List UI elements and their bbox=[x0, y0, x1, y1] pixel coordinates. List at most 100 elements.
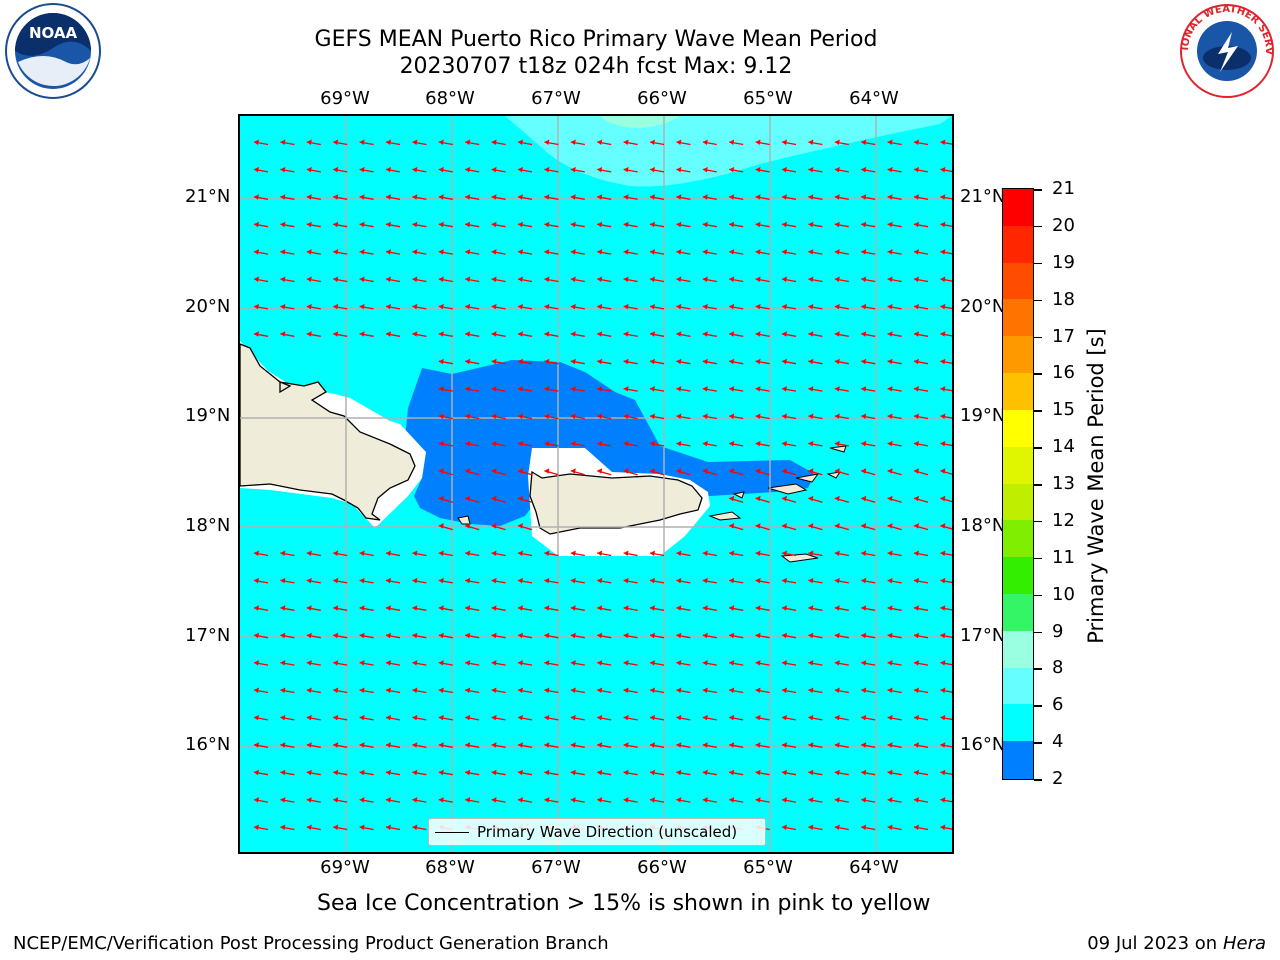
wave-direction-arrow bbox=[834, 495, 849, 503]
wave-direction-arrow bbox=[306, 550, 321, 557]
tortuga-island bbox=[279, 381, 292, 394]
wave-direction-arrow bbox=[333, 687, 348, 694]
wave-direction-arrow bbox=[385, 797, 401, 803]
colorbar-tick-label: 18 bbox=[1052, 288, 1075, 310]
wave-direction-arrow bbox=[438, 221, 453, 228]
wave-direction-arrow bbox=[781, 550, 797, 557]
wave-direction-arrow bbox=[306, 632, 321, 639]
wave-direction-arrow bbox=[491, 605, 506, 611]
wave-direction-arrow bbox=[412, 303, 427, 310]
wave-direction-arrow bbox=[438, 523, 453, 531]
wave-direction-arrow bbox=[465, 221, 480, 228]
wave-direction-arrow bbox=[834, 550, 849, 557]
colorbar-tick-mark bbox=[1034, 742, 1042, 744]
wave-direction-arrow bbox=[623, 221, 638, 228]
wave-direction-arrow bbox=[861, 824, 876, 831]
wave-direction-arrow bbox=[623, 577, 638, 584]
wave-direction-arrow bbox=[649, 714, 665, 721]
wave-direction-arrow bbox=[755, 331, 770, 337]
wave-direction-arrow bbox=[649, 303, 665, 310]
wave-direction-arrow bbox=[755, 386, 770, 392]
legend-line-swatch bbox=[435, 832, 469, 833]
wave-direction-arrow bbox=[465, 577, 480, 584]
wave-direction-arrow bbox=[861, 632, 876, 639]
wave-direction-arrow bbox=[333, 194, 348, 200]
wave-direction-arrow bbox=[808, 194, 823, 200]
lon-label-bottom-69w: 69°W bbox=[320, 857, 370, 878]
wave-direction-arrow bbox=[702, 769, 717, 776]
wave-direction-arrow bbox=[359, 139, 374, 146]
wave-direction-arrow bbox=[253, 331, 269, 337]
wave-direction-arrow bbox=[253, 714, 269, 721]
wave-direction-arrow bbox=[887, 660, 902, 666]
wave-direction-arrow bbox=[253, 660, 269, 666]
wave-direction-arrow bbox=[333, 249, 348, 255]
wave-direction-arrow bbox=[808, 577, 823, 584]
wave-direction-arrow bbox=[834, 276, 849, 283]
wave-direction-arrow bbox=[729, 632, 744, 639]
wave-direction-arrow bbox=[808, 276, 823, 283]
wave-direction-arrow bbox=[359, 249, 374, 255]
wave-direction-arrow bbox=[385, 687, 401, 694]
wave-direction-arrow bbox=[702, 577, 717, 584]
wave-direction-arrow bbox=[940, 495, 952, 503]
wave-direction-arrow bbox=[887, 742, 902, 748]
wave-direction-arrow bbox=[385, 824, 401, 831]
wave-direction-arrow bbox=[649, 386, 665, 392]
wave-direction-arrow bbox=[887, 331, 902, 337]
wave-direction-arrow bbox=[306, 249, 321, 255]
wave-direction-arrow bbox=[544, 331, 559, 337]
colorbar-segment bbox=[1003, 704, 1033, 742]
wave-direction-arrow bbox=[834, 769, 849, 776]
wave-direction-arrow bbox=[253, 687, 269, 694]
wave-direction-arrow bbox=[781, 632, 797, 639]
wave-direction-arrow bbox=[834, 386, 849, 392]
wave-direction-arrow bbox=[940, 660, 952, 666]
colorbar-segment bbox=[1003, 262, 1033, 300]
wave-direction-arrow bbox=[729, 523, 744, 531]
wave-direction-arrow bbox=[940, 577, 952, 584]
colorbar-tick-mark bbox=[1034, 336, 1042, 338]
wave-direction-arrow bbox=[333, 605, 348, 611]
wave-direction-arrow bbox=[623, 687, 638, 694]
wave-direction-arrow bbox=[597, 687, 612, 694]
wave-direction-arrow bbox=[280, 249, 295, 255]
wave-direction-arrow bbox=[887, 714, 902, 721]
wave-direction-arrow bbox=[623, 194, 638, 200]
wave-direction-arrow bbox=[517, 550, 533, 557]
virgin-islands-st-thomas bbox=[767, 483, 808, 495]
wave-direction-arrow bbox=[755, 139, 770, 146]
wave-direction-arrow bbox=[280, 605, 295, 611]
wave-direction-arrow bbox=[861, 605, 876, 611]
wave-direction-arrow bbox=[517, 413, 533, 420]
wave-direction-arrow bbox=[570, 139, 585, 146]
wave-direction-arrow bbox=[940, 221, 952, 228]
wave-direction-arrow bbox=[623, 166, 638, 173]
wave-direction-arrow bbox=[544, 276, 559, 283]
wave-direction-arrow bbox=[385, 577, 401, 584]
wave-direction-arrow bbox=[808, 797, 823, 803]
colorbar-tick-label: 17 bbox=[1052, 325, 1075, 347]
wave-direction-arrow bbox=[359, 166, 374, 173]
wave-direction-arrow bbox=[940, 440, 952, 447]
wave-direction-arrow bbox=[702, 386, 717, 392]
wave-direction-arrow bbox=[333, 632, 348, 639]
colorbar-tick-label: 10 bbox=[1052, 583, 1075, 605]
wave-direction-arrow bbox=[280, 797, 295, 803]
wave-direction-arrow bbox=[438, 687, 453, 694]
wave-direction-arrow bbox=[385, 249, 401, 255]
wave-direction-arrow bbox=[570, 440, 585, 447]
wave-direction-arrow bbox=[781, 687, 797, 694]
wave-period-field-4-6 bbox=[404, 360, 815, 526]
wave-direction-arrow bbox=[887, 139, 902, 146]
wave-direction-arrow bbox=[940, 468, 952, 475]
wave-direction-arrow bbox=[729, 605, 744, 611]
wave-direction-arrow bbox=[913, 194, 929, 200]
colorbar-segment bbox=[1003, 189, 1033, 227]
colorbar-segment bbox=[1003, 409, 1033, 448]
wave-direction-arrow bbox=[649, 468, 665, 476]
wave-direction-arrow bbox=[491, 440, 506, 447]
wave-direction-arrow bbox=[597, 797, 612, 803]
wave-direction-arrow bbox=[808, 166, 823, 173]
wave-direction-arrow bbox=[597, 632, 612, 639]
